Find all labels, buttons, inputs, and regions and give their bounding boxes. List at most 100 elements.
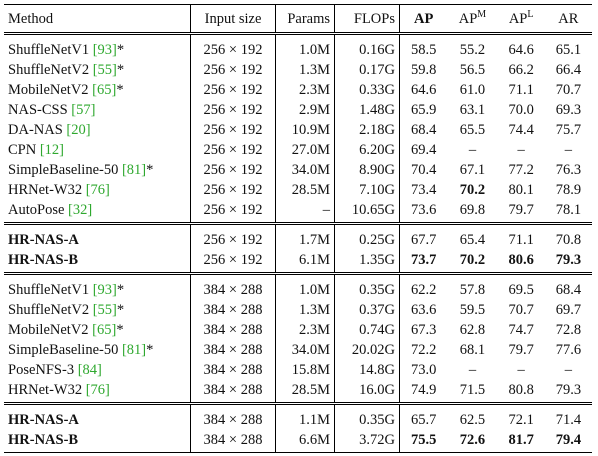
value-cell: 68.1 (447, 340, 497, 360)
value-cell: 384 × 288 (190, 380, 276, 404)
value-cell: 77.6 (545, 340, 592, 360)
cell-text: 71.1 (508, 82, 534, 98)
cell-text: 59.5 (459, 302, 486, 318)
value-cell: 20.02G (334, 340, 400, 360)
table-header: Method Input size Params FLOPs AP APM APL AR (4, 4, 592, 35)
value-cell: 384 × 288 (190, 273, 276, 300)
cell-text: 75.7 (555, 122, 582, 138)
value-cell: 256 × 192 (190, 200, 276, 224)
cell-text: 70.4 (411, 162, 437, 178)
cell-text: 16.0G (359, 382, 395, 398)
column-header: AR (544, 4, 592, 35)
cell-text: 1.3M (298, 302, 330, 318)
method-suffix: * (146, 162, 154, 178)
cell-text: 8.90G (359, 162, 395, 178)
cell-text: 77.6 (555, 342, 582, 358)
cell-text: 384 × 288 (203, 302, 263, 318)
cell-text: 69.3 (555, 102, 582, 118)
value-cell: 69.5 (498, 274, 545, 301)
cell-text: 70.7 (508, 302, 534, 318)
table-row: HR-NAS-B 384 × 288 6.6M 3.72G 75.5 72.6 81.7 79… (4, 430, 592, 453)
value-cell: 1.7M (275, 223, 335, 250)
method-name: NAS-CSS (8, 102, 68, 118)
cell-text: 384 × 288 (203, 382, 263, 398)
value-cell: 69.4 (400, 140, 448, 160)
table-container: Method Input size Params FLOPs AP APM APL AR Sh… (4, 4, 592, 453)
cell-text: 64.6 (411, 82, 437, 98)
value-cell: 71.1 (498, 80, 545, 100)
value-cell: 3.72G (334, 430, 400, 453)
cell-text: 384 × 288 (203, 362, 263, 378)
method-name: MobileNetV2 (8, 322, 89, 338)
value-cell: 256 × 192 (190, 223, 276, 250)
cell-text: 66.2 (508, 62, 534, 78)
header-row: Method Input size Params FLOPs AP APM APL AR (4, 4, 592, 35)
value-cell: 79.3 (545, 250, 592, 274)
cell-text: 67.3 (411, 322, 437, 338)
value-cell: 72.1 (498, 404, 545, 431)
value-cell: 1.35G (334, 250, 400, 274)
cell-text: 70.2 (459, 252, 486, 268)
method-name: MobileNetV2 (8, 82, 89, 98)
column-header: AP (399, 4, 448, 35)
cell-text: 75.5 (411, 432, 437, 448)
citation: [76] (85, 382, 110, 398)
header-text: FLOPs (353, 10, 395, 27)
citation: [55] (92, 62, 117, 78)
value-cell: 256 × 192 (190, 33, 276, 60)
method-cell: HRNet-W32 [76] (4, 180, 191, 200)
cell-text: 67.1 (459, 162, 486, 178)
row-group: ShuffleNetV1 [93]* 256 × 192 1.0M 0.16G 58.5… (4, 33, 592, 224)
value-cell: 62.5 (447, 404, 497, 431)
cell-text: 1.48G (359, 102, 395, 118)
value-cell: 75.5 (400, 430, 448, 453)
method-suffix: * (116, 82, 124, 98)
cell-text: – (517, 142, 525, 158)
method-suffix: * (116, 322, 124, 338)
value-cell: 71.5 (447, 380, 497, 404)
value-cell: 0.33G (334, 80, 400, 100)
value-cell: 76.3 (545, 160, 592, 180)
value-cell: 70.8 (545, 224, 592, 251)
cell-text: 69.5 (508, 282, 534, 298)
citation: [32] (68, 202, 93, 218)
cell-text: 27.0M (291, 142, 330, 158)
value-cell: 81.7 (498, 430, 545, 453)
cell-text: 28.5M (291, 182, 330, 198)
cell-text: 34.0M (291, 342, 330, 358)
cell-text: 384 × 288 (203, 412, 263, 428)
method-cell: HR-NAS-A (4, 223, 191, 250)
cell-text: 1.0M (298, 42, 330, 58)
table-row: HRNet-W32 [76] 384 × 288 28.5M 16.0G 74.9 71.… (4, 380, 592, 404)
cell-text: 2.18G (359, 122, 395, 138)
value-cell: 28.5M (275, 380, 335, 404)
table-row: PoseNFS-3 [84] 384 × 288 15.8M 14.8G 73.0 – – – (4, 360, 592, 380)
value-cell: – (498, 360, 545, 380)
value-cell: 2.3M (275, 320, 335, 340)
column-header: Params (275, 4, 335, 35)
cell-text: 0.35G (359, 412, 395, 428)
cell-text: 70.0 (508, 102, 534, 118)
method-name: SimpleBaseline-50 (8, 162, 119, 178)
value-cell: 72.6 (447, 430, 497, 453)
cell-text: 3.72G (359, 432, 395, 448)
cell-text: – (517, 362, 525, 378)
value-cell: 59.8 (400, 60, 448, 80)
value-cell: – (545, 140, 592, 160)
value-cell: 0.37G (334, 300, 400, 320)
cell-text: 69.4 (411, 142, 437, 158)
citation: [81] (121, 342, 147, 358)
method-cell: AutoPose [32] (4, 200, 191, 224)
citation: [65] (92, 82, 117, 98)
value-cell: 384 × 288 (190, 360, 276, 380)
citation: [76] (85, 182, 110, 198)
column-header: APM (447, 4, 498, 35)
citation: [84] (77, 362, 102, 378)
value-cell: 1.0M (275, 273, 335, 300)
cell-text: 68.1 (459, 342, 486, 358)
cell-text: 256 × 192 (203, 62, 263, 78)
value-cell: 57.8 (447, 274, 497, 301)
cell-text: 256 × 192 (203, 182, 263, 198)
cell-text: 10.65G (351, 202, 395, 218)
value-cell: 80.8 (498, 380, 545, 404)
